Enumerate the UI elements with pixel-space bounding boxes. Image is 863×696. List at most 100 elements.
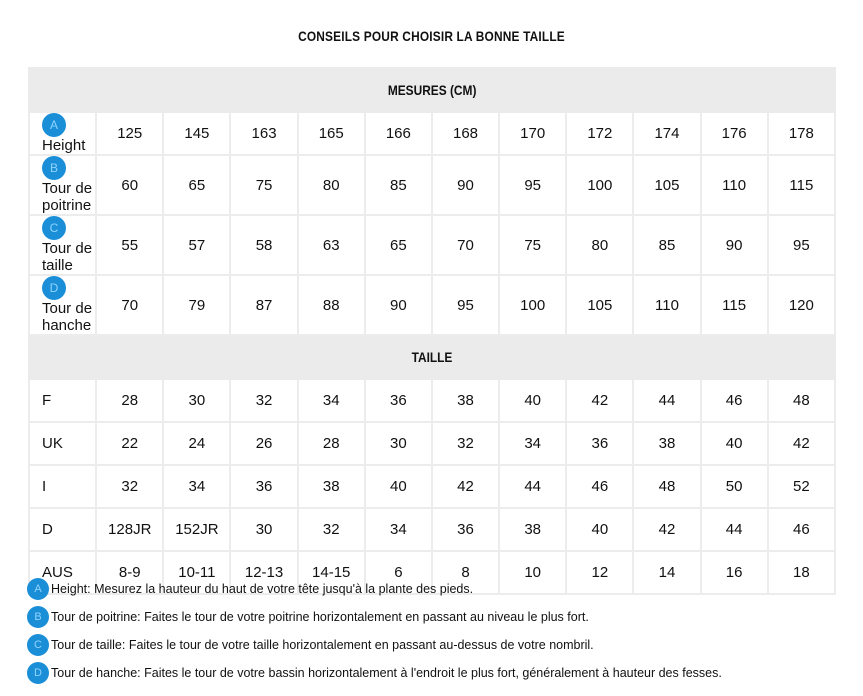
value-cell: 110 xyxy=(699,154,769,216)
measures-header: MESURES (CM) xyxy=(28,67,836,113)
value-cell: 30 xyxy=(363,421,433,466)
value-cell: 34 xyxy=(363,507,433,552)
value-cell: 10 xyxy=(498,550,568,595)
value-cell: 36 xyxy=(430,507,501,552)
value-cell: 42 xyxy=(632,507,702,552)
row-label-cell: UK xyxy=(27,421,98,466)
value-cell: 44 xyxy=(632,378,702,423)
value-cell: 90 xyxy=(363,274,433,336)
value-cell: 100 xyxy=(565,154,635,216)
badge-icon: B xyxy=(42,156,66,180)
value-cell: 168 xyxy=(430,111,501,156)
value-cell: 42 xyxy=(430,464,501,509)
table-row: F 28 30 32 34 36 38 40 42 44 46 48 xyxy=(27,378,837,423)
note-item: B Tour de poitrine: Faites le tour de vot… xyxy=(27,603,722,631)
row-label: UK xyxy=(42,435,63,452)
value-cell: 105 xyxy=(565,274,635,336)
value-cell: 52 xyxy=(766,464,837,509)
badge-icon: D xyxy=(27,662,49,684)
row-label: Tour de poitrine xyxy=(42,180,93,214)
value-cell: 90 xyxy=(430,154,501,216)
value-cell: 32 xyxy=(430,421,501,466)
value-cell: 70 xyxy=(430,214,501,276)
value-cell: 170 xyxy=(498,111,568,156)
value-cell: 128JR xyxy=(95,507,165,552)
note-item: D Tour de hanche: Faites le tour de votre… xyxy=(27,659,722,687)
row-label: Height xyxy=(42,137,86,154)
value-cell: 79 xyxy=(162,274,232,336)
row-label-cell: CTour de taille xyxy=(27,214,98,276)
value-cell: 88 xyxy=(296,274,366,336)
value-cell: 85 xyxy=(632,214,702,276)
badge-icon: B xyxy=(27,606,49,628)
value-cell: 38 xyxy=(296,464,366,509)
value-cell: 46 xyxy=(699,378,769,423)
value-cell: 90 xyxy=(699,214,769,276)
table-row: CTour de taille 55 57 58 63 65 70 75 80 85 90 95 xyxy=(27,214,837,276)
value-cell: 30 xyxy=(162,378,232,423)
value-cell: 34 xyxy=(498,421,568,466)
value-cell: 165 xyxy=(296,111,366,156)
value-cell: 178 xyxy=(766,111,837,156)
value-cell: 8-9 xyxy=(95,550,165,595)
value-cell: 163 xyxy=(229,111,299,156)
value-cell: 8 xyxy=(430,550,501,595)
value-cell: 58 xyxy=(229,214,299,276)
row-label-cell: AHeight xyxy=(27,111,98,156)
value-cell: 34 xyxy=(162,464,232,509)
value-cell: 36 xyxy=(229,464,299,509)
note-text: Height: Mesurez la hauteur du haut de vo… xyxy=(51,582,474,596)
value-cell: 34 xyxy=(296,378,366,423)
sizes-header: TAILLE xyxy=(28,334,836,380)
note-item: A Height: Mesurez la hauteur du haut de v… xyxy=(27,575,722,603)
row-label-cell: BTour de poitrine xyxy=(27,154,98,216)
row-label: AUS xyxy=(42,564,73,581)
value-cell: 95 xyxy=(430,274,501,336)
row-label-cell: I xyxy=(27,464,98,509)
value-cell: 22 xyxy=(95,421,165,466)
value-cell: 46 xyxy=(766,507,837,552)
value-cell: 63 xyxy=(296,214,366,276)
measurement-notes: A Height: Mesurez la hauteur du haut de v… xyxy=(27,575,722,687)
value-cell: 70 xyxy=(95,274,165,336)
value-cell: 32 xyxy=(95,464,165,509)
value-cell: 87 xyxy=(229,274,299,336)
page-title: CONSEILS POUR CHOISIR LA BONNE TAILLE xyxy=(298,28,565,44)
value-cell: 12-13 xyxy=(229,550,299,595)
table-row: D 128JR 152JR 30 32 34 36 38 40 42 44 46 xyxy=(27,507,837,552)
value-cell: 166 xyxy=(363,111,433,156)
badge-icon: D xyxy=(42,276,66,300)
section-header: MESURES (CM) xyxy=(387,82,477,98)
value-cell: 26 xyxy=(229,421,299,466)
value-cell: 28 xyxy=(296,421,366,466)
value-cell: 110 xyxy=(632,274,702,336)
value-cell: 42 xyxy=(565,378,635,423)
value-cell: 75 xyxy=(229,154,299,216)
value-cell: 40 xyxy=(363,464,433,509)
row-label-cell: D xyxy=(27,507,98,552)
value-cell: 176 xyxy=(699,111,769,156)
badge-icon: A xyxy=(42,113,66,137)
value-cell: 60 xyxy=(95,154,165,216)
row-label: Tour de taille xyxy=(42,240,93,274)
value-cell: 18 xyxy=(766,550,837,595)
value-cell: 10-11 xyxy=(162,550,232,595)
value-cell: 32 xyxy=(229,378,299,423)
table-row: BTour de poitrine 60 65 75 80 85 90 95 100 105 110… xyxy=(27,154,837,216)
value-cell: 36 xyxy=(363,378,433,423)
row-label: Tour de hanche xyxy=(42,300,93,334)
table-row: UK 22 24 26 28 30 32 34 36 38 40 42 xyxy=(27,421,837,466)
value-cell: 24 xyxy=(162,421,232,466)
value-cell: 48 xyxy=(766,378,837,423)
value-cell: 80 xyxy=(296,154,366,216)
value-cell: 16 xyxy=(699,550,769,595)
table-row: I 32 34 36 38 40 42 44 46 48 50 52 xyxy=(27,464,837,509)
section-header: TAILLE xyxy=(411,349,453,365)
note-text: Tour de hanche: Faites le tour de votre … xyxy=(51,666,722,680)
value-cell: 95 xyxy=(498,154,568,216)
value-cell: 55 xyxy=(95,214,165,276)
value-cell: 36 xyxy=(565,421,635,466)
value-cell: 38 xyxy=(430,378,501,423)
value-cell: 172 xyxy=(565,111,635,156)
value-cell: 65 xyxy=(162,154,232,216)
